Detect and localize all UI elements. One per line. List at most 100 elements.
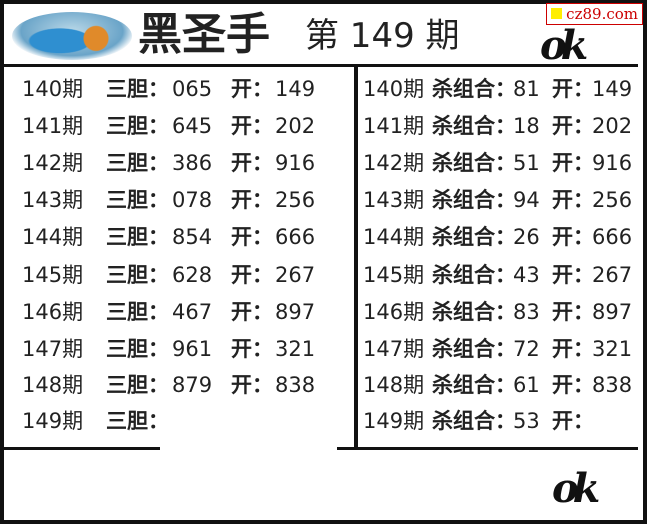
right-value: 83 bbox=[513, 300, 540, 324]
left-period: 142期 bbox=[22, 151, 84, 175]
left-open-label: 开： bbox=[231, 300, 273, 324]
right-open-label: 开： bbox=[552, 188, 594, 212]
right-label: 杀组合： bbox=[432, 337, 516, 361]
right-label: 杀组合： bbox=[432, 300, 516, 324]
left-label: 三胆： bbox=[106, 151, 169, 175]
left-open-label: 开： bbox=[231, 337, 273, 361]
right-open-value: 202 bbox=[592, 114, 633, 138]
right-period: 140期 bbox=[363, 77, 425, 101]
left-open-value: 897 bbox=[275, 300, 316, 324]
left-value: 879 bbox=[172, 373, 213, 397]
right-value: 81 bbox=[513, 77, 540, 101]
logo-image bbox=[12, 12, 132, 60]
right-open-value: 321 bbox=[592, 337, 633, 361]
right-value: 94 bbox=[513, 188, 540, 212]
left-open-value: 256 bbox=[275, 188, 316, 212]
right-label: 杀组合： bbox=[432, 114, 516, 138]
left-period: 148期 bbox=[22, 373, 84, 397]
ok-hand-mark-bottom: ok bbox=[552, 465, 600, 512]
right-period: 142期 bbox=[363, 151, 425, 175]
right-value: 53 bbox=[513, 409, 540, 433]
left-open-value: 666 bbox=[275, 225, 316, 249]
right-value: 43 bbox=[513, 263, 540, 287]
right-value: 51 bbox=[513, 151, 540, 175]
left-value: 386 bbox=[172, 151, 213, 175]
right-open-value: 666 bbox=[592, 225, 633, 249]
right-open-label: 开： bbox=[552, 300, 594, 324]
right-label: 杀组合： bbox=[432, 151, 516, 175]
right-open-label: 开： bbox=[552, 77, 594, 101]
left-open-label: 开： bbox=[231, 188, 273, 212]
issue-number: 第 149 期 bbox=[305, 16, 460, 56]
left-label: 三胆： bbox=[106, 225, 169, 249]
left-label: 三胆： bbox=[106, 114, 169, 138]
right-period: 146期 bbox=[363, 300, 425, 324]
left-value: 645 bbox=[172, 114, 213, 138]
left-label: 三胆： bbox=[106, 373, 169, 397]
right-period: 149期 bbox=[363, 409, 425, 433]
ok-hand-mark-top: ok bbox=[540, 22, 588, 69]
yellow-square-icon bbox=[551, 8, 563, 19]
left-period: 140期 bbox=[22, 77, 84, 101]
left-period: 144期 bbox=[22, 225, 84, 249]
right-open-value: 267 bbox=[592, 263, 633, 287]
right-label: 杀组合： bbox=[432, 225, 516, 249]
left-open-label: 开： bbox=[231, 151, 273, 175]
watermark: cz89.com bbox=[546, 3, 643, 25]
right-open-label: 开： bbox=[552, 263, 594, 287]
right-period: 148期 bbox=[363, 373, 425, 397]
left-value: 961 bbox=[172, 337, 213, 361]
left-period: 146期 bbox=[22, 300, 84, 324]
left-period: 149期 bbox=[22, 409, 84, 433]
right-label: 杀组合： bbox=[432, 263, 516, 287]
left-period: 147期 bbox=[22, 337, 84, 361]
left-period: 141期 bbox=[22, 114, 84, 138]
right-open-value: 149 bbox=[592, 77, 633, 101]
left-value: 078 bbox=[172, 188, 213, 212]
left-label: 三胆： bbox=[106, 263, 169, 287]
left-open-value: 916 bbox=[275, 151, 316, 175]
left-period: 145期 bbox=[22, 263, 84, 287]
left-value: 628 bbox=[172, 263, 213, 287]
right-open-label: 开： bbox=[552, 225, 594, 249]
right-period: 143期 bbox=[363, 188, 425, 212]
right-open-value: 256 bbox=[592, 188, 633, 212]
right-label: 杀组合： bbox=[432, 373, 516, 397]
left-label: 三胆： bbox=[106, 409, 169, 433]
left-open-value: 149 bbox=[275, 77, 316, 101]
watermark-text: cz89.com bbox=[566, 5, 638, 23]
left-open-label: 开： bbox=[231, 225, 273, 249]
left-value: 065 bbox=[172, 77, 213, 101]
left-value: 854 bbox=[172, 225, 213, 249]
right-period: 147期 bbox=[363, 337, 425, 361]
right-open-value: 897 bbox=[592, 300, 633, 324]
left-open-label: 开： bbox=[231, 77, 273, 101]
right-open-label: 开： bbox=[552, 337, 594, 361]
left-open-label: 开： bbox=[231, 263, 273, 287]
left-label: 三胆： bbox=[106, 188, 169, 212]
left-open-value: 838 bbox=[275, 373, 316, 397]
right-open-label: 开： bbox=[552, 409, 594, 433]
left-open-label: 开： bbox=[231, 114, 273, 138]
right-value: 61 bbox=[513, 373, 540, 397]
border-gap bbox=[160, 444, 337, 450]
left-label: 三胆： bbox=[106, 300, 169, 324]
right-period: 144期 bbox=[363, 225, 425, 249]
right-open-value: 916 bbox=[592, 151, 633, 175]
left-open-value: 267 bbox=[275, 263, 316, 287]
right-open-label: 开： bbox=[552, 114, 594, 138]
right-label: 杀组合： bbox=[432, 409, 516, 433]
right-open-label: 开： bbox=[552, 151, 594, 175]
left-value: 467 bbox=[172, 300, 213, 324]
right-open-label: 开： bbox=[552, 373, 594, 397]
left-open-label: 开： bbox=[231, 373, 273, 397]
right-value: 18 bbox=[513, 114, 540, 138]
right-value: 26 bbox=[513, 225, 540, 249]
right-label: 杀组合： bbox=[432, 77, 516, 101]
left-open-value: 202 bbox=[275, 114, 316, 138]
left-period: 143期 bbox=[22, 188, 84, 212]
right-label: 杀组合： bbox=[432, 188, 516, 212]
left-open-value: 321 bbox=[275, 337, 316, 361]
